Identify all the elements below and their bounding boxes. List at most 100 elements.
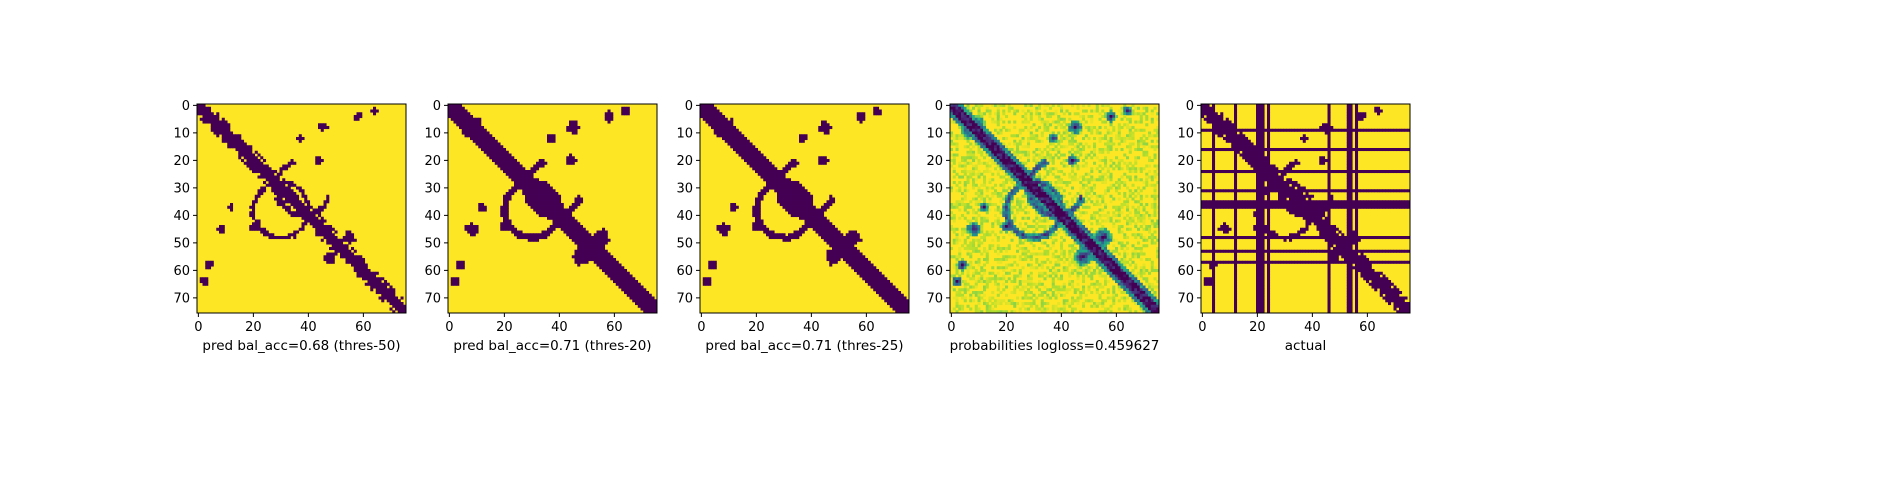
heatmap-cell [298, 139, 302, 143]
heatmap-cell [1027, 178, 1031, 182]
heatmap-cell [996, 192, 1000, 196]
heatmap-cell [963, 192, 967, 196]
heatmap-cell [1027, 159, 1031, 163]
heatmap-cell [966, 236, 970, 240]
heatmap-cell [318, 126, 322, 130]
heatmap-cell [1076, 106, 1080, 110]
heatmap-cell [519, 186, 523, 190]
heatmap-cell [983, 205, 987, 209]
heatmap-cell [478, 203, 482, 207]
heatmap-cell [766, 178, 770, 182]
heatmap-cell [1098, 214, 1102, 218]
heatmap-cell [779, 175, 783, 179]
heatmap-cell [530, 203, 534, 207]
heatmap-cell [348, 241, 352, 245]
heatmap-cell [464, 117, 468, 121]
heatmap-cell [977, 137, 981, 141]
heatmap-cell [1084, 247, 1088, 251]
heatmap-cell [1128, 112, 1132, 116]
heatmap-cell [1090, 238, 1094, 242]
heatmap-cell [1134, 200, 1138, 204]
heatmap-cell [585, 249, 589, 253]
heatmap-cell [1112, 183, 1116, 187]
heatmap-cell [1142, 145, 1146, 149]
heatmap-cell [478, 123, 482, 127]
heatmap-cell [392, 302, 396, 306]
heatmap-cell [472, 128, 476, 132]
heatmap-cell [724, 126, 728, 130]
heatmap-cell [1142, 214, 1146, 218]
heatmap-cell [1153, 156, 1157, 160]
heatmap-cell [353, 269, 357, 273]
heatmap-cell [722, 233, 726, 237]
heatmap-cell [1010, 238, 1014, 242]
heatmap-cell [760, 164, 764, 168]
heatmap-cell [1021, 175, 1025, 179]
heatmap-cell [307, 200, 311, 204]
heatmap-cell [1109, 175, 1113, 179]
heatmap-cell [464, 134, 468, 138]
heatmap-cell [826, 255, 830, 259]
heatmap-cell [1128, 142, 1132, 146]
heatmap-cell [364, 274, 368, 278]
heatmap-cell [711, 117, 715, 121]
heatmap-cell [826, 258, 830, 262]
heatmap-cell [1046, 156, 1050, 160]
heatmap-cell [238, 150, 242, 154]
heatmap-cell [985, 148, 989, 152]
heatmap-cell [1123, 106, 1127, 110]
heatmap-cell [752, 153, 756, 157]
heatmap-cell [285, 205, 289, 209]
heatmap-cell [577, 263, 581, 267]
heatmap-cell [1065, 181, 1069, 185]
heatmap-cell [1024, 145, 1028, 149]
heatmap-cell [282, 183, 286, 187]
heatmap-cell [752, 167, 756, 171]
heatmap-cell [1082, 238, 1086, 242]
heatmap-cell [1156, 117, 1160, 121]
heatmap-cell [1068, 208, 1072, 212]
heatmap-cell [958, 109, 962, 113]
heatmap-cell [1112, 222, 1116, 226]
heatmap-cell [906, 304, 910, 308]
heatmap-cell [329, 238, 333, 242]
heatmap-cell [1024, 167, 1028, 171]
heatmap-cell [1049, 148, 1053, 152]
heatmap-cell [991, 156, 995, 160]
heatmap-cell [994, 219, 998, 223]
heatmap-cell [651, 304, 655, 308]
heatmap-cell [1079, 164, 1083, 168]
heatmap-cell [276, 203, 280, 207]
heatmap-cell [972, 131, 976, 135]
heatmap-cell [799, 192, 803, 196]
heatmap-cell [384, 282, 388, 286]
heatmap-cell [348, 236, 352, 240]
heatmap-cell [1131, 205, 1135, 209]
heatmap-cell [525, 197, 529, 201]
heatmap-cell [238, 156, 242, 160]
heatmap-cell [766, 172, 770, 176]
heatmap-cell [752, 211, 756, 215]
heatmap-cell [1084, 238, 1088, 242]
heatmap-cell [994, 156, 998, 160]
heatmap-cell [969, 233, 973, 237]
heatmap-cell [977, 170, 981, 174]
heatmap-cell [1098, 159, 1102, 163]
heatmap-cell [246, 148, 250, 152]
heatmap-cell [362, 277, 366, 281]
heatmap-cell [1068, 142, 1072, 146]
heatmap-cell [955, 233, 959, 237]
heatmap-cell [876, 280, 880, 284]
heatmap-cell [1029, 172, 1033, 176]
heatmap-cell [744, 137, 748, 141]
heatmap-cell [582, 233, 586, 237]
heatmap-cell [549, 192, 553, 196]
heatmap-cell [373, 112, 377, 116]
heatmap-cell [604, 263, 608, 267]
heatmap-cell [999, 104, 1003, 108]
heatmap-cell [724, 120, 728, 124]
heatmap-cell [1049, 183, 1053, 187]
heatmap-cell [958, 200, 962, 204]
heatmap-cell [1016, 172, 1020, 176]
heatmap-cell [807, 200, 811, 204]
